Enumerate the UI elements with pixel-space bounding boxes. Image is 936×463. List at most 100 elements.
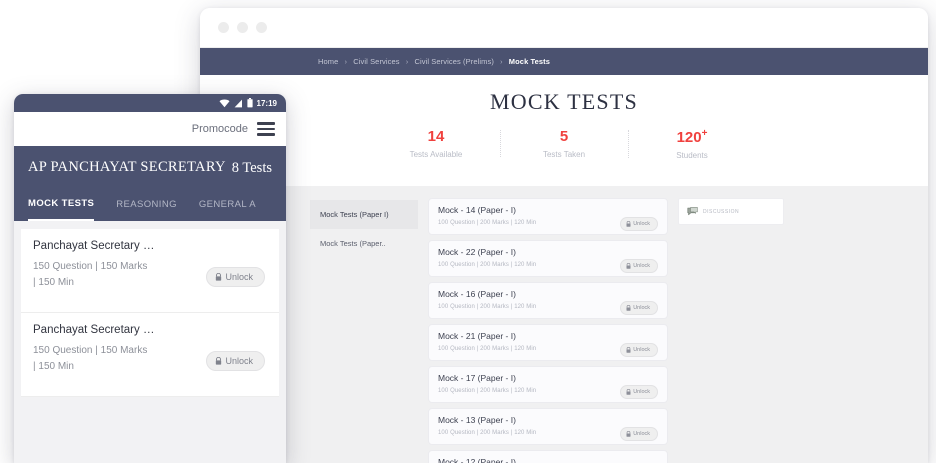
breadcrumb: Home › Civil Services › Civil Services (…	[318, 57, 550, 66]
course-test-count: 8 Tests	[231, 160, 272, 176]
stat-value: 120+	[676, 128, 708, 146]
tab-general-awareness[interactable]: GENERAL A	[198, 199, 260, 210]
test-card[interactable]: Mock - 17 (Paper - I) 100 Question | 200…	[428, 366, 668, 403]
test-meta: 100 Question | 200 Marks | 120 Min	[438, 262, 537, 269]
unlock-button[interactable]: Unlock	[620, 385, 658, 399]
breadcrumb-item-civil-services-prelims[interactable]: Civil Services (Prelims)	[414, 57, 494, 66]
test-meta: 100 Question | 200 Marks | 120 Min	[438, 346, 537, 353]
unlock-button[interactable]: Unlock	[620, 217, 658, 231]
battery-icon	[246, 98, 253, 108]
lock-icon	[216, 273, 222, 281]
test-name: Mock - 17 (Paper - I)	[438, 373, 516, 383]
lock-icon	[626, 221, 631, 227]
breadcrumb-separator-icon: ›	[500, 59, 503, 66]
stat-label: Tests Available	[409, 150, 463, 159]
test-card[interactable]: Mock - 12 (Paper - I) 100 Question | 200…	[428, 450, 668, 463]
unlock-label: Unlock	[225, 356, 253, 366]
test-meta: 150 Question | 150 Marks | 150 Min	[33, 261, 148, 288]
tab-reasoning[interactable]: REASONING	[116, 199, 177, 210]
desktop-content-area: Mock Tests (Paper I) Mock Tests (Paper..…	[200, 186, 928, 463]
unlock-button[interactable]: Unlock	[620, 343, 658, 357]
unlock-button[interactable]: Unlock	[620, 427, 658, 441]
unlock-label: Unlock	[633, 263, 650, 269]
stat-tests-taken: 5 Tests Taken	[500, 128, 628, 159]
chat-bubble-icon	[687, 206, 698, 215]
discussion-label: DISCUSSION	[703, 208, 740, 215]
browser-title-bar	[200, 8, 928, 48]
unlock-button[interactable]: Unlock	[206, 351, 265, 371]
paper-sidebar: Mock Tests (Paper I) Mock Tests (Paper..	[310, 198, 418, 463]
breadcrumb-separator-icon: ›	[344, 59, 348, 66]
phone-hero: AP PANCHAYAT SECRETARY 8 Tests	[14, 146, 286, 190]
test-meta: 100 Question | 200 Marks | 120 Min	[438, 304, 537, 311]
stat-label: Tests Taken	[542, 150, 586, 159]
window-dot-maximize-icon[interactable]	[256, 22, 267, 33]
breadcrumb-bar: Home › Civil Services › Civil Services (…	[200, 48, 928, 75]
test-card[interactable]: Mock - 13 (Paper - I) 100 Question | 200…	[428, 408, 668, 445]
window-dot-close-icon[interactable]	[218, 22, 229, 33]
tab-mock-tests[interactable]: MOCK TESTS	[28, 190, 95, 221]
lock-icon	[626, 389, 631, 395]
test-name: Mock - 21 (Paper - I)	[438, 331, 516, 341]
phone-content-area: Panchayat Secretary … 150 Question | 150…	[14, 221, 286, 463]
list-item[interactable]: Panchayat Secretary … 150 Question | 150…	[21, 313, 279, 397]
list-item[interactable]: Panchayat Secretary … 150 Question | 150…	[21, 229, 279, 313]
breadcrumb-item-current: Mock Tests	[508, 57, 551, 66]
unlock-label: Unlock	[633, 305, 650, 311]
unlock-label: Unlock	[633, 431, 650, 437]
phone-top-bar: Promocode	[14, 112, 286, 146]
signal-icon	[234, 99, 242, 107]
course-title: AP PANCHAYAT SECRETARY	[28, 159, 226, 175]
test-name: Panchayat Secretary …	[33, 240, 155, 252]
lock-icon	[626, 305, 631, 311]
test-meta: 150 Question | 150 Marks | 150 Min	[33, 345, 148, 372]
breadcrumb-separator-icon: ›	[405, 59, 409, 66]
wifi-icon	[219, 99, 230, 107]
discussion-panel[interactable]: DISCUSSION	[678, 198, 784, 225]
window-dot-minimize-icon[interactable]	[237, 22, 248, 33]
test-card[interactable]: Mock - 22 (Paper - I) 100 Question | 200…	[428, 240, 668, 277]
stat-label: Students	[676, 151, 708, 160]
lock-icon	[216, 357, 222, 365]
test-name: Panchayat Secretary …	[33, 324, 155, 336]
breadcrumb-item-civil-services[interactable]: Civil Services	[353, 57, 400, 66]
status-bar-time: 17:19	[256, 98, 277, 108]
stat-students: 120+ Students	[628, 128, 756, 160]
desktop-browser-mockup: Home › Civil Services › Civil Services (…	[200, 8, 928, 463]
phone-mockup: 17:19 Promocode AP PANCHAYAT SECRETARY 8…	[14, 94, 286, 463]
page-title: MOCK TESTS	[490, 89, 638, 114]
unlock-button[interactable]: Unlock	[620, 301, 658, 315]
test-meta: 100 Question | 200 Marks | 120 Min	[438, 388, 537, 395]
hamburger-icon[interactable]	[257, 122, 275, 136]
lock-icon	[626, 263, 631, 269]
unlock-label: Unlock	[633, 389, 650, 395]
test-name: Mock - 13 (Paper - I)	[438, 415, 516, 425]
unlock-button[interactable]: Unlock	[206, 267, 265, 287]
promocode-link[interactable]: Promocode	[191, 123, 248, 135]
unlock-label: Unlock	[633, 221, 650, 227]
stats-row: 14 Tests Available 5 Tests Taken 120+ St…	[200, 115, 928, 176]
sidebar-item-paper-2[interactable]: Mock Tests (Paper..	[320, 239, 386, 248]
test-card[interactable]: Mock - 16 (Paper - I) 100 Question | 200…	[428, 282, 668, 319]
mock-test-list: Mock - 14 (Paper - I) 100 Question | 200…	[428, 198, 668, 463]
stat-value: 14	[427, 128, 445, 145]
stat-value: 5	[559, 128, 569, 145]
test-card[interactable]: Mock - 14 (Paper - I) 100 Question | 200…	[428, 198, 668, 235]
phone-status-bar: 17:19	[14, 94, 286, 112]
sidebar-item-paper-1[interactable]: Mock Tests (Paper I)	[310, 200, 418, 229]
lock-icon	[626, 347, 631, 353]
test-name: Mock - 12 (Paper - I)	[438, 457, 516, 463]
test-card[interactable]: Mock - 21 (Paper - I) 100 Question | 200…	[428, 324, 668, 361]
unlock-label: Unlock	[633, 347, 650, 353]
test-name: Mock - 22 (Paper - I)	[438, 247, 516, 257]
phone-tab-bar: MOCK TESTS REASONING GENERAL A	[14, 190, 286, 221]
test-meta: 100 Question | 200 Marks | 120 Min	[438, 430, 537, 437]
test-name: Mock - 16 (Paper - I)	[438, 289, 516, 299]
unlock-button[interactable]: Unlock	[620, 259, 658, 273]
stat-tests-available: 14 Tests Available	[372, 128, 500, 159]
breadcrumb-item-home[interactable]: Home	[318, 57, 339, 66]
unlock-label: Unlock	[225, 272, 253, 282]
test-meta: 100 Question | 200 Marks | 120 Min	[438, 220, 537, 227]
test-name: Mock - 14 (Paper - I)	[438, 205, 516, 215]
